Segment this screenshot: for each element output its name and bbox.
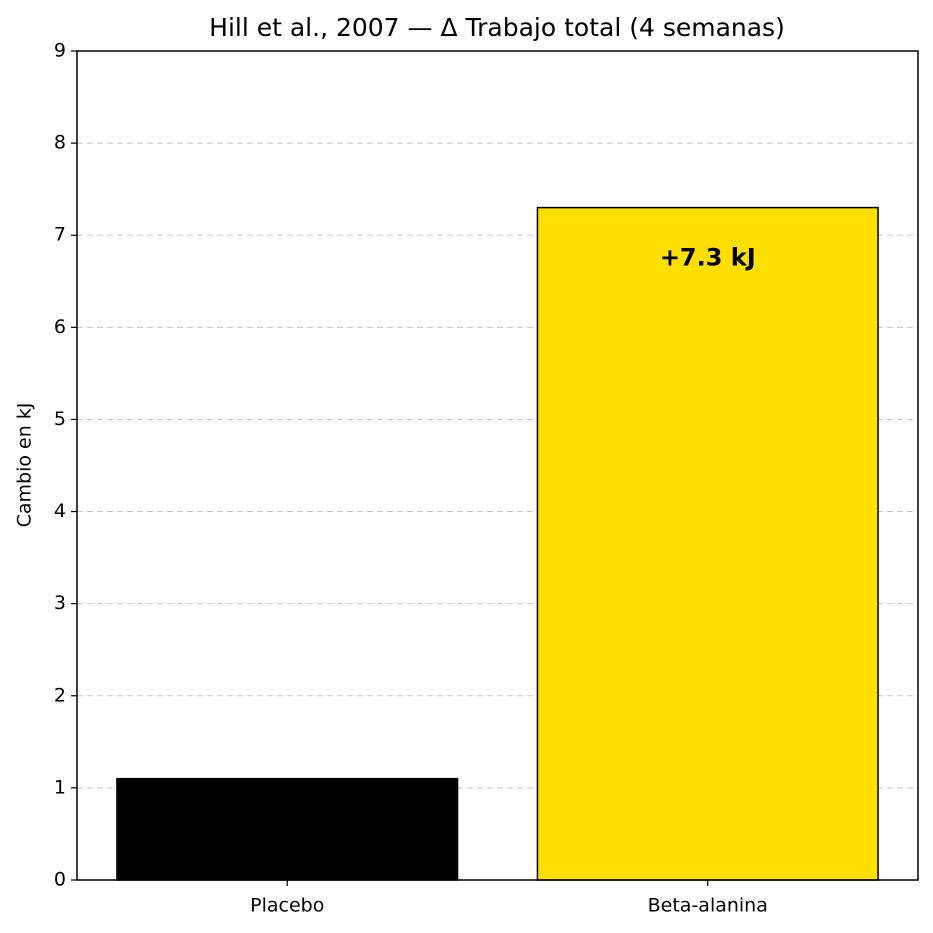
y-tick-label: 8 xyxy=(54,132,66,154)
y-axis-label: Cambio en kJ xyxy=(14,403,36,528)
x-tick-label: Placebo xyxy=(250,895,324,917)
y-tick-label: 1 xyxy=(54,776,66,798)
y-tick-label: 6 xyxy=(54,316,66,338)
plot-frame xyxy=(76,50,919,881)
value-label: +1.1 kJ xyxy=(239,815,335,843)
y-tick-label: 0 xyxy=(54,869,66,891)
y-tick-label: 2 xyxy=(54,684,66,706)
y-tick-label: 4 xyxy=(54,500,66,522)
bar xyxy=(536,206,879,881)
y-tick-label: 3 xyxy=(54,592,66,614)
x-tick-label: Beta-alanina xyxy=(648,895,768,917)
y-tick-label: 7 xyxy=(54,224,66,246)
bar xyxy=(116,777,459,881)
chart-title: Hill et al., 2007 — Δ Trabajo total (4 s… xyxy=(209,13,785,42)
y-tick-label: 5 xyxy=(54,408,66,430)
y-tick-label: 9 xyxy=(54,40,66,62)
value-label: +7.3 kJ xyxy=(660,244,756,272)
